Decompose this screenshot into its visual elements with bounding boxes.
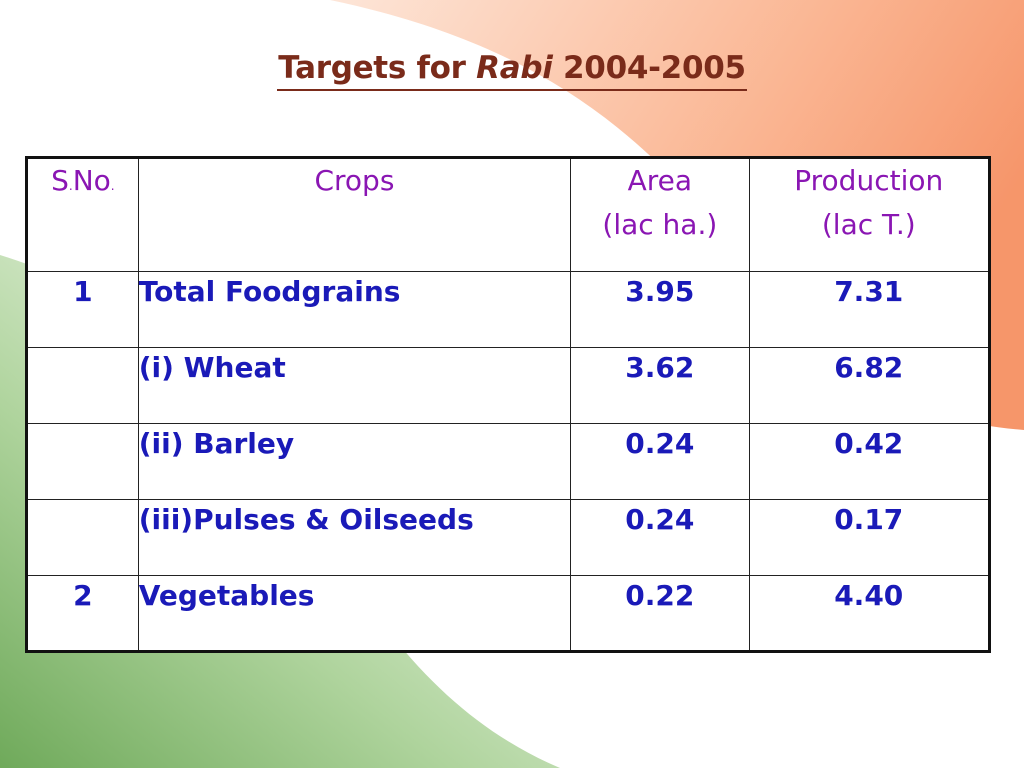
cell-production: 7.31: [748, 271, 991, 348]
cell-sno: 1: [26, 271, 139, 348]
cell-area: 3.95: [570, 271, 750, 348]
header-crops: Crops: [137, 157, 572, 272]
cell-area: 0.24: [570, 499, 750, 576]
cell-area: 0.24: [570, 423, 750, 500]
header-area: Area (lac ha.): [570, 157, 750, 272]
table-row: (i) Wheat 3.62 6.82: [26, 347, 991, 424]
table-row: 2 Vegetables 0.22 4.40: [26, 575, 991, 652]
title-prefix: Targets for: [278, 50, 477, 86]
cell-area: 3.62: [570, 347, 750, 424]
cell-production: 6.82: [748, 347, 991, 424]
table-row: (iii)Pulses & Oilseeds 0.24 0.17: [26, 499, 991, 576]
cell-sno: 2: [26, 575, 139, 652]
targets-table: S.No. Crops Area (lac ha.) Production (lac…: [25, 156, 991, 653]
cell-crop: (i) Wheat: [137, 347, 572, 424]
slide-title: Targets for Rabi 2004-2005: [0, 48, 1024, 91]
cell-area: 0.22: [570, 575, 750, 652]
cell-production: 4.40: [748, 575, 991, 652]
cell-crop: Total Foodgrains: [137, 271, 572, 348]
header-production: Production (lac T.): [748, 157, 991, 272]
cell-sno: [26, 347, 139, 424]
table-header-row: S.No. Crops Area (lac ha.) Production (lac…: [26, 157, 991, 272]
cell-production: 0.42: [748, 423, 991, 500]
cell-sno: [26, 499, 139, 576]
title-italic: Rabi: [476, 50, 553, 86]
table-row: 1 Total Foodgrains 3.95 7.31: [26, 271, 991, 348]
cell-production: 0.17: [748, 499, 991, 576]
cell-sno: [26, 423, 139, 500]
table-row: (ii) Barley 0.24 0.42: [26, 423, 991, 500]
cell-crop: (iii)Pulses & Oilseeds: [137, 499, 572, 576]
cell-crop: (ii) Barley: [137, 423, 572, 500]
header-sno: S.No.: [26, 157, 139, 272]
title-suffix: 2004-2005: [552, 50, 746, 86]
cell-crop: Vegetables: [137, 575, 572, 652]
